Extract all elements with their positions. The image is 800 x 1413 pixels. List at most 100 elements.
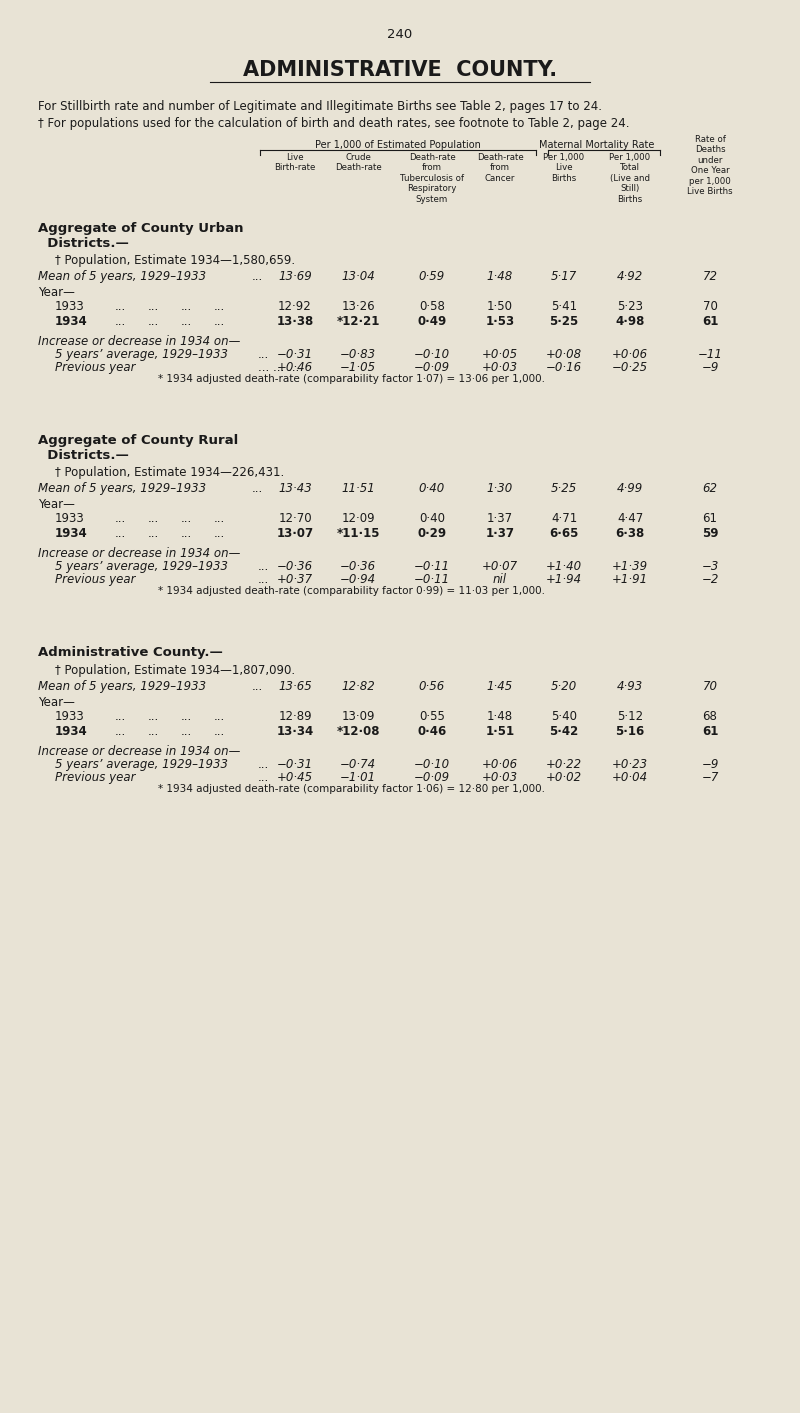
Text: 5·41: 5·41	[551, 300, 577, 314]
Text: ...: ...	[258, 757, 270, 771]
Text: 0·49: 0·49	[418, 315, 446, 328]
Text: +0·23: +0·23	[612, 757, 648, 771]
Text: ...: ...	[148, 300, 159, 314]
Text: † Population, Estimate 1934—1,580,659.: † Population, Estimate 1934—1,580,659.	[55, 254, 295, 267]
Text: 1934: 1934	[55, 527, 88, 540]
Text: For Stillbirth rate and number of Legitimate and Illegitimate Births see Table 2: For Stillbirth rate and number of Legiti…	[38, 100, 602, 113]
Text: −0·10: −0·10	[414, 757, 450, 771]
Text: −0·31: −0·31	[277, 348, 313, 360]
Text: 4·98: 4·98	[615, 315, 645, 328]
Text: −0·74: −0·74	[340, 757, 376, 771]
Text: +0·45: +0·45	[277, 771, 313, 784]
Text: † Population, Estimate 1934—226,431.: † Population, Estimate 1934—226,431.	[55, 466, 284, 479]
Text: * 1934 adjusted death-rate (comparability factor 1·07) = 13·06 per 1,000.: * 1934 adjusted death-rate (comparabilit…	[158, 374, 545, 384]
Text: 5·20: 5·20	[551, 680, 577, 692]
Text: 59: 59	[702, 527, 718, 540]
Text: 1·50: 1·50	[487, 300, 513, 314]
Text: +1·91: +1·91	[612, 574, 648, 586]
Text: 4·92: 4·92	[617, 270, 643, 283]
Text: 5·25: 5·25	[551, 482, 577, 495]
Text: 1·30: 1·30	[487, 482, 513, 495]
Text: −0·94: −0·94	[340, 574, 376, 586]
Text: 12·92: 12·92	[278, 300, 312, 314]
Text: ...: ...	[181, 512, 192, 526]
Text: Year—: Year—	[38, 285, 75, 300]
Text: *11·15: *11·15	[336, 527, 380, 540]
Text: ...: ...	[115, 315, 126, 328]
Text: −9: −9	[702, 360, 718, 374]
Text: −0·10: −0·10	[414, 348, 450, 360]
Text: 1·45: 1·45	[487, 680, 513, 692]
Text: +0·08: +0·08	[546, 348, 582, 360]
Text: +0·07: +0·07	[482, 560, 518, 574]
Text: 13·65: 13·65	[278, 680, 312, 692]
Text: 0·40: 0·40	[419, 512, 445, 526]
Text: 1·37: 1·37	[487, 512, 513, 526]
Text: 1·51: 1·51	[486, 725, 514, 738]
Text: ...: ...	[181, 725, 192, 738]
Text: −0·31: −0·31	[277, 757, 313, 771]
Text: 61: 61	[702, 725, 718, 738]
Text: ...: ...	[214, 527, 226, 540]
Text: 13·26: 13·26	[341, 300, 375, 314]
Text: ...: ...	[115, 725, 126, 738]
Text: 0·59: 0·59	[419, 270, 445, 283]
Text: +0·46: +0·46	[277, 360, 313, 374]
Text: −0·36: −0·36	[340, 560, 376, 574]
Text: 1934: 1934	[55, 315, 88, 328]
Text: 61: 61	[702, 315, 718, 328]
Text: Rate of
Deaths
under
One Year
per 1,000
Live Births: Rate of Deaths under One Year per 1,000 …	[687, 136, 733, 196]
Text: Per 1,000 of Estimated Population: Per 1,000 of Estimated Population	[315, 140, 481, 150]
Text: Increase or decrease in 1934 on—: Increase or decrease in 1934 on—	[38, 745, 240, 757]
Text: * 1934 adjusted death-rate (comparability factor 0·99) = 11·03 per 1,000.: * 1934 adjusted death-rate (comparabilit…	[158, 586, 545, 596]
Text: ...: ...	[181, 527, 192, 540]
Text: 11·51: 11·51	[341, 482, 375, 495]
Text: 0·55: 0·55	[419, 709, 445, 723]
Text: Aggregate of County Urban: Aggregate of County Urban	[38, 222, 243, 235]
Text: Mean of 5 years, 1929–1933: Mean of 5 years, 1929–1933	[38, 482, 206, 495]
Text: 70: 70	[702, 300, 718, 314]
Text: 1·48: 1·48	[487, 709, 513, 723]
Text: Maternal Mortality Rate: Maternal Mortality Rate	[539, 140, 654, 150]
Text: ...: ...	[214, 709, 226, 723]
Text: +1·39: +1·39	[612, 560, 648, 574]
Text: Death-rate
from
Tuberculosis of
Respiratory
System: Death-rate from Tuberculosis of Respirat…	[400, 153, 464, 203]
Text: ...: ...	[181, 315, 192, 328]
Text: −1·01: −1·01	[340, 771, 376, 784]
Text: 13·09: 13·09	[342, 709, 374, 723]
Text: 1934: 1934	[55, 725, 88, 738]
Text: +0·22: +0·22	[546, 757, 582, 771]
Text: 1·53: 1·53	[486, 315, 514, 328]
Text: −3: −3	[702, 560, 718, 574]
Text: ...: ...	[115, 300, 126, 314]
Text: Per 1,000
Total
(Live and
Still)
Births: Per 1,000 Total (Live and Still) Births	[610, 153, 650, 203]
Text: 62: 62	[702, 482, 718, 495]
Text: +1·40: +1·40	[546, 560, 582, 574]
Text: ...: ...	[181, 709, 192, 723]
Text: 0·56: 0·56	[419, 680, 445, 692]
Text: Aggregate of County Rural: Aggregate of County Rural	[38, 434, 238, 447]
Text: −1·05: −1·05	[340, 360, 376, 374]
Text: 5·23: 5·23	[617, 300, 643, 314]
Text: ...: ...	[115, 709, 126, 723]
Text: −0·09: −0·09	[414, 771, 450, 784]
Text: −7: −7	[702, 771, 718, 784]
Text: 6·38: 6·38	[615, 527, 645, 540]
Text: Per 1,000
Live
Births: Per 1,000 Live Births	[543, 153, 585, 182]
Text: +0·02: +0·02	[546, 771, 582, 784]
Text: 5·16: 5·16	[615, 725, 645, 738]
Text: ...: ...	[148, 315, 159, 328]
Text: Increase or decrease in 1934 on—: Increase or decrease in 1934 on—	[38, 335, 240, 348]
Text: 72: 72	[702, 270, 718, 283]
Text: *12·08: *12·08	[336, 725, 380, 738]
Text: −2: −2	[702, 574, 718, 586]
Text: ... ... ...: ... ... ...	[258, 360, 299, 374]
Text: 1933: 1933	[55, 709, 85, 723]
Text: nil: nil	[493, 574, 507, 586]
Text: 4·71: 4·71	[551, 512, 577, 526]
Text: Districts.—: Districts.—	[38, 237, 129, 250]
Text: Previous year: Previous year	[55, 574, 135, 586]
Text: 5 years’ average, 1929–1933: 5 years’ average, 1929–1933	[55, 348, 228, 360]
Text: ...: ...	[115, 527, 126, 540]
Text: † Population, Estimate 1934—1,807,090.: † Population, Estimate 1934—1,807,090.	[55, 664, 295, 677]
